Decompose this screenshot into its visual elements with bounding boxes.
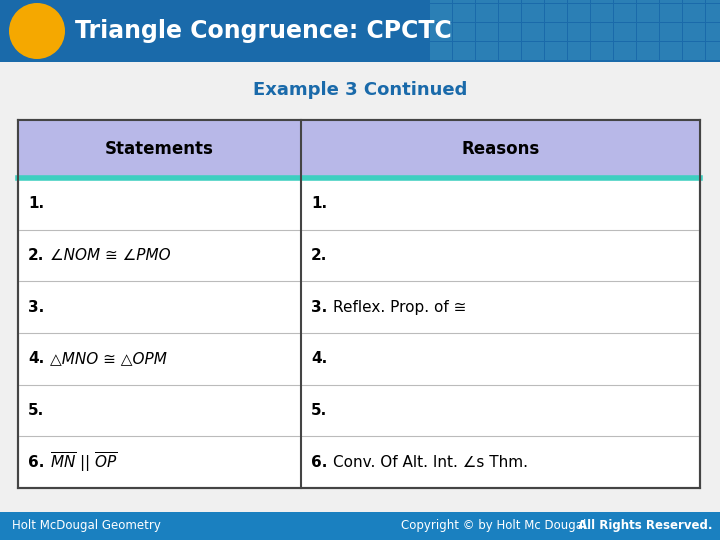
Bar xyxy=(430,42,452,60)
Bar xyxy=(453,42,475,60)
Bar xyxy=(591,4,613,22)
Text: ∠NOM ≅ ∠PMO: ∠NOM ≅ ∠PMO xyxy=(50,248,171,263)
Bar xyxy=(499,0,521,3)
Bar xyxy=(476,4,498,22)
Bar xyxy=(430,4,452,22)
Bar xyxy=(637,23,659,41)
Bar xyxy=(637,0,659,3)
Text: 5.: 5. xyxy=(311,403,328,418)
Bar xyxy=(660,4,682,22)
Bar xyxy=(476,23,498,41)
Bar xyxy=(499,4,521,22)
Bar xyxy=(18,120,700,488)
Bar xyxy=(614,4,636,22)
Bar xyxy=(499,42,521,60)
Bar xyxy=(0,512,720,540)
Bar xyxy=(522,42,544,60)
Text: 3.: 3. xyxy=(311,300,328,315)
Bar xyxy=(545,4,567,22)
Text: 6.: 6. xyxy=(311,455,328,470)
Bar xyxy=(706,0,720,3)
Bar xyxy=(430,0,452,3)
Text: 4.: 4. xyxy=(28,352,44,366)
Bar xyxy=(476,42,498,60)
Bar xyxy=(568,42,590,60)
Text: 1.: 1. xyxy=(28,197,44,211)
Bar xyxy=(545,42,567,60)
Bar xyxy=(660,23,682,41)
Bar xyxy=(614,0,636,3)
Text: △MNO ≅ △OPM: △MNO ≅ △OPM xyxy=(50,352,167,366)
Bar xyxy=(522,23,544,41)
Text: 3.: 3. xyxy=(28,300,44,315)
Bar xyxy=(614,42,636,60)
Text: Copyright © by Holt Mc Dougal.: Copyright © by Holt Mc Dougal. xyxy=(401,519,594,532)
Text: 1.: 1. xyxy=(311,197,327,211)
Text: Reasons: Reasons xyxy=(462,140,540,158)
Bar xyxy=(591,0,613,3)
Bar xyxy=(545,23,567,41)
Text: 6.: 6. xyxy=(28,455,45,470)
Text: Reflex. Prop. of ≅: Reflex. Prop. of ≅ xyxy=(333,300,467,315)
Bar xyxy=(591,42,613,60)
Bar xyxy=(614,23,636,41)
Bar xyxy=(683,0,705,3)
Bar xyxy=(430,23,452,41)
Bar xyxy=(706,23,720,41)
Bar xyxy=(568,0,590,3)
Bar xyxy=(18,120,700,178)
Bar xyxy=(545,0,567,3)
Bar xyxy=(637,4,659,22)
Text: 2.: 2. xyxy=(28,248,45,263)
Bar xyxy=(522,4,544,22)
Bar xyxy=(0,0,720,62)
Bar xyxy=(453,0,475,3)
Bar xyxy=(453,4,475,22)
Bar xyxy=(637,42,659,60)
Text: All Rights Reserved.: All Rights Reserved. xyxy=(577,519,712,532)
Bar xyxy=(453,23,475,41)
Bar xyxy=(683,42,705,60)
Bar xyxy=(683,23,705,41)
Bar xyxy=(499,23,521,41)
Bar xyxy=(706,4,720,22)
Text: 5.: 5. xyxy=(28,403,44,418)
Text: 4.: 4. xyxy=(311,352,328,366)
Circle shape xyxy=(9,3,65,59)
Bar xyxy=(706,42,720,60)
Bar xyxy=(522,0,544,3)
Bar xyxy=(660,42,682,60)
Bar xyxy=(591,23,613,41)
Text: Holt McDougal Geometry: Holt McDougal Geometry xyxy=(12,519,161,532)
Bar xyxy=(568,23,590,41)
Text: Triangle Congruence: CPCTC: Triangle Congruence: CPCTC xyxy=(75,19,451,43)
Text: $\overline{MN}$ || $\overline{OP}$: $\overline{MN}$ || $\overline{OP}$ xyxy=(50,450,118,474)
Bar xyxy=(476,0,498,3)
Text: 2.: 2. xyxy=(311,248,328,263)
Bar xyxy=(568,4,590,22)
Bar xyxy=(683,4,705,22)
Text: Conv. Of Alt. Int. ∠s Thm.: Conv. Of Alt. Int. ∠s Thm. xyxy=(333,455,528,470)
Bar xyxy=(660,0,682,3)
Text: Statements: Statements xyxy=(105,140,214,158)
Text: Example 3 Continued: Example 3 Continued xyxy=(253,81,467,99)
